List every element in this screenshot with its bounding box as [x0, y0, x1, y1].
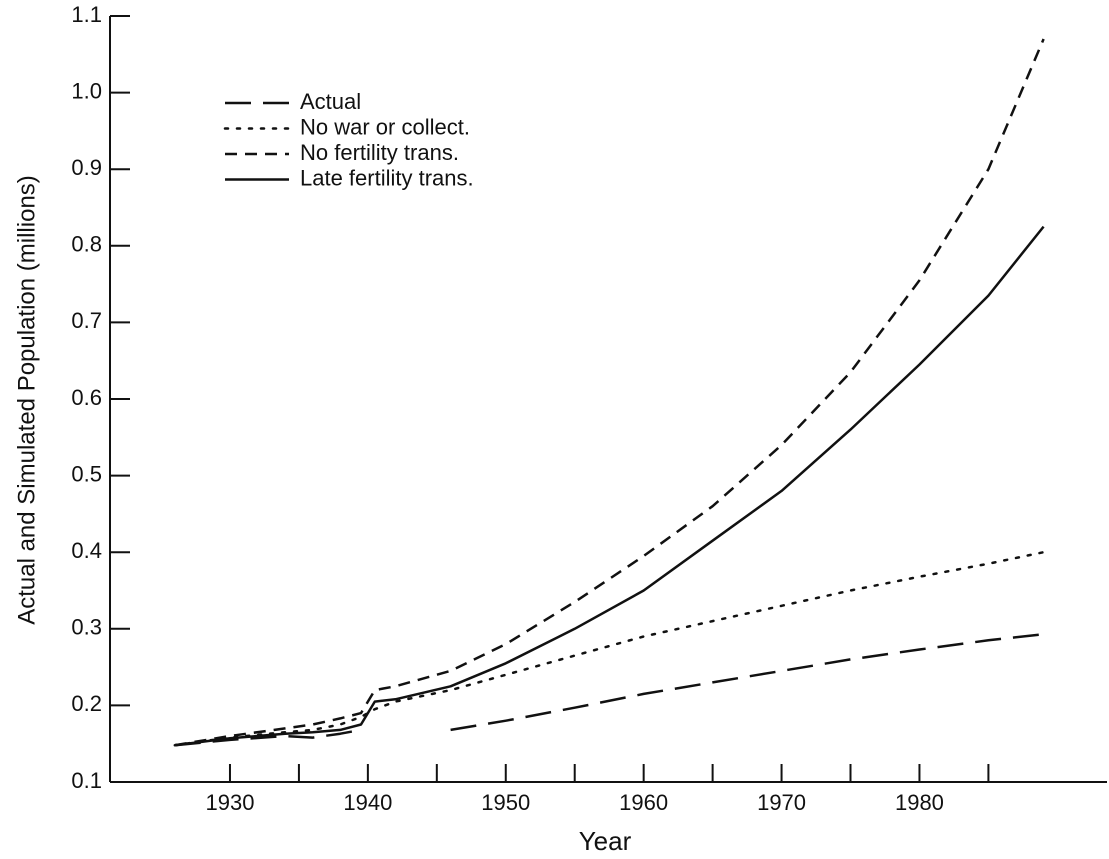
- x-tick-label: 1960: [619, 790, 668, 815]
- x-tick-label: 1970: [757, 790, 806, 815]
- x-tick-label: 1980: [895, 790, 944, 815]
- y-tick-label: 1.0: [71, 78, 102, 103]
- y-tick-label: 0.5: [71, 461, 102, 486]
- series-line: [174, 632, 1044, 747]
- y-tick-label: 0.1: [71, 768, 102, 793]
- y-axis-label: Actual and Simulated Population (million…: [13, 175, 40, 625]
- x-tick-label: 1930: [205, 790, 254, 815]
- y-tick-label: 0.9: [71, 155, 102, 180]
- y-tick-label: 0.8: [71, 232, 102, 257]
- legend-label: Actual: [300, 89, 361, 114]
- series-line: [174, 38, 1045, 747]
- x-axis-label: Year: [579, 826, 632, 856]
- y-tick-label: 0.7: [71, 308, 102, 333]
- series-line: [174, 225, 1045, 747]
- series-line: [173, 550, 1045, 747]
- y-tick-label: 1.1: [71, 2, 102, 27]
- y-tick-label: 0.3: [71, 615, 102, 640]
- y-tick-label: 0.4: [71, 538, 102, 563]
- x-tick-label: 1940: [343, 790, 392, 815]
- y-tick-label: 0.2: [71, 691, 102, 716]
- legend-label: No fertility trans.: [300, 140, 459, 165]
- x-tick-label: 1950: [481, 790, 530, 815]
- y-tick-label: 0.6: [71, 385, 102, 410]
- legend-label: No war or collect.: [300, 114, 470, 139]
- legend-label: Late fertility trans.: [300, 165, 474, 190]
